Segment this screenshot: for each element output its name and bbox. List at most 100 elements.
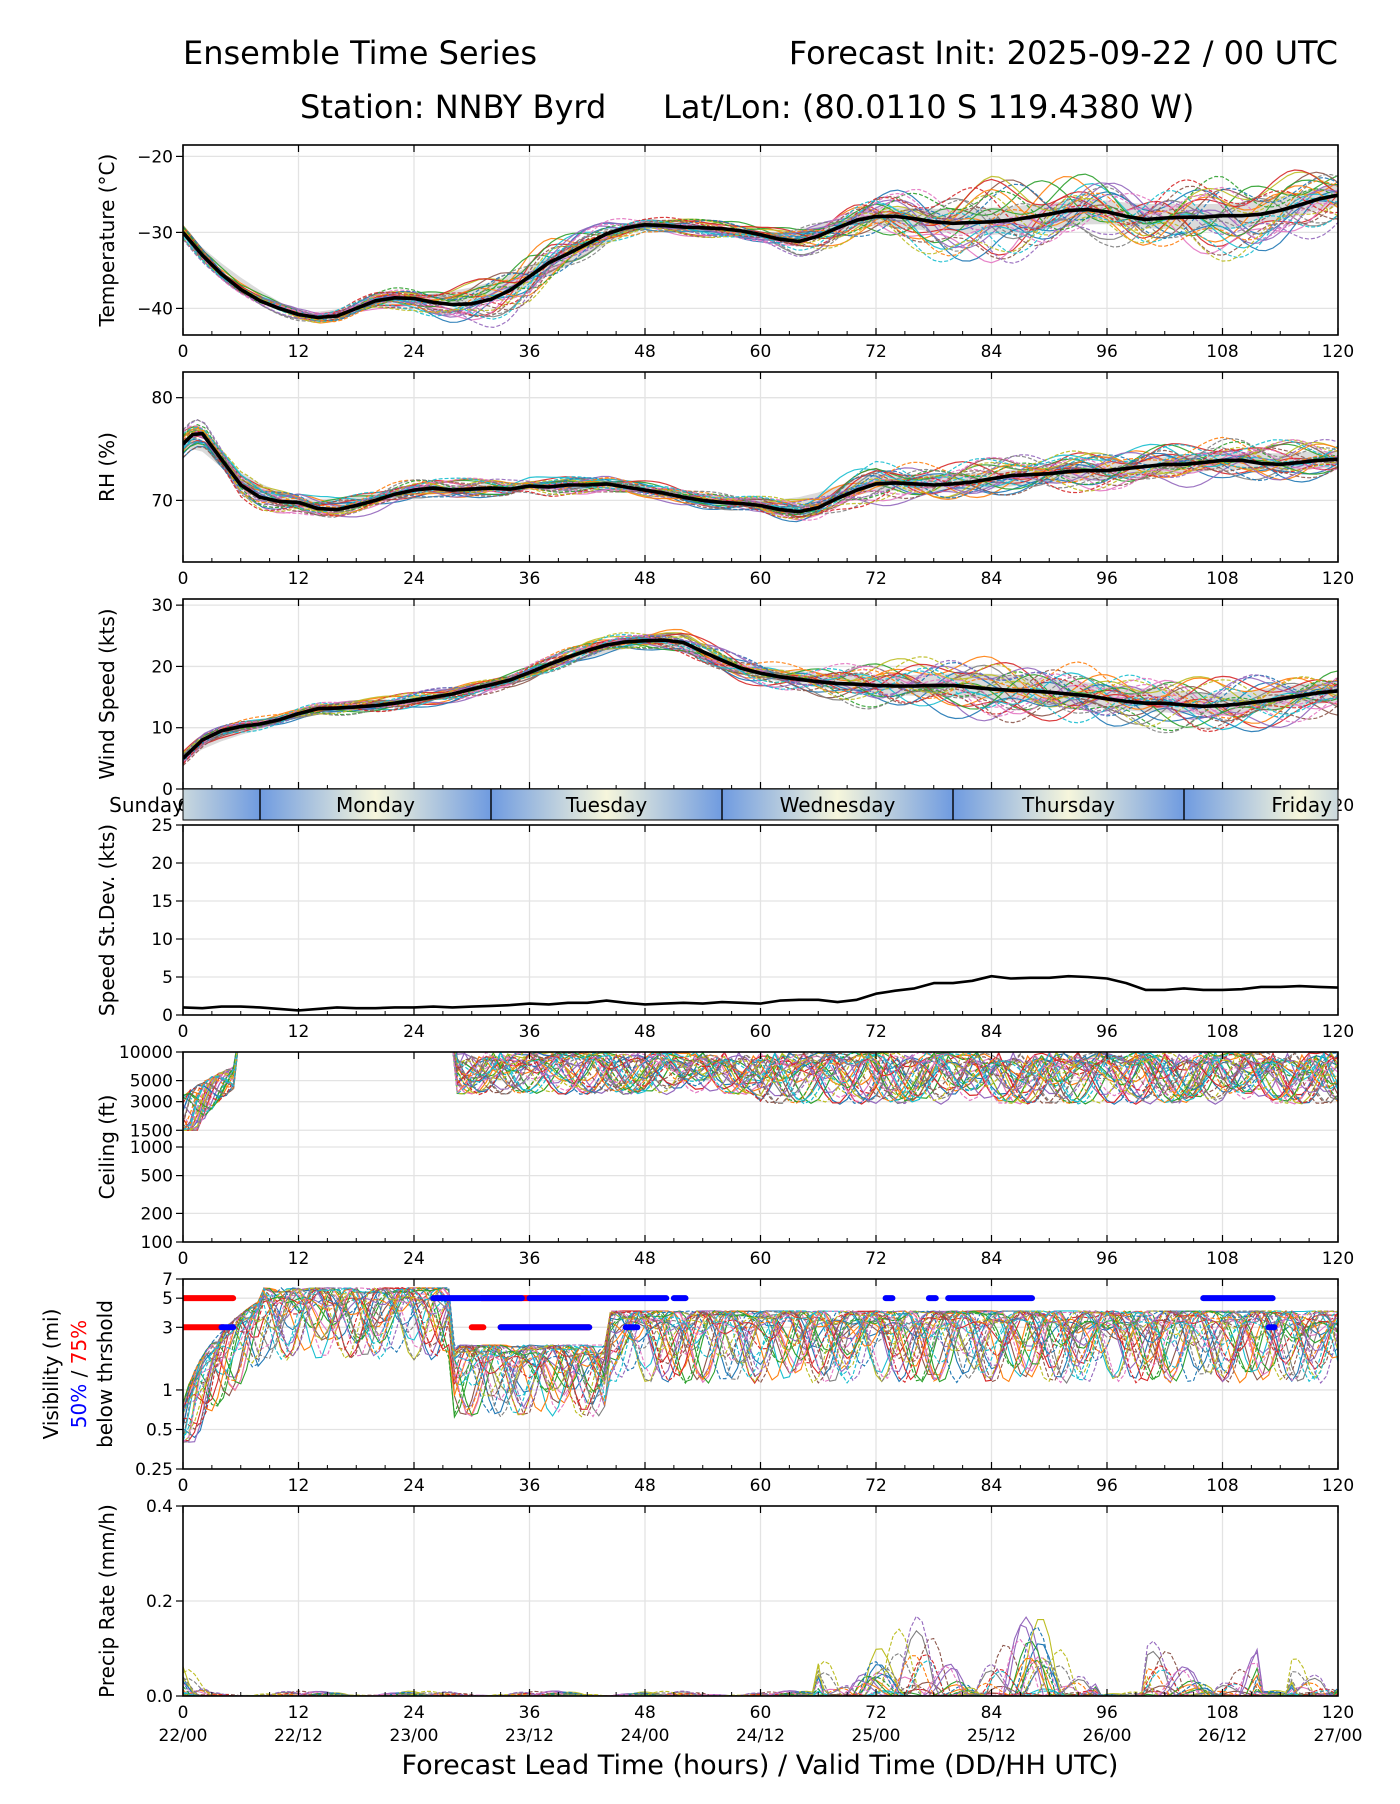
y-tick-label: 100 [141,1233,173,1253]
x-tick-label: 12 [288,1703,310,1723]
valid-time-label: 23/00 [390,1726,439,1746]
ensemble-mean-line [183,193,1338,320]
y-tick-label: 20 [151,854,173,874]
x-tick-label: 72 [865,342,887,362]
valid-time-label: 26/00 [1083,1726,1132,1746]
x-tick-label: 12 [288,1249,310,1269]
y-axis-label: Precip Rate (mm/h) [95,1504,119,1698]
day-segment [491,789,722,820]
x-tick-label: 12 [288,1476,310,1496]
plot-area-wind [183,599,1338,789]
y-axis-label: Wind Speed (kts) [95,608,119,779]
visibility-member-line [183,1287,1338,1419]
ensemble-member-line [183,189,1338,320]
x-tick-label: 48 [634,1022,656,1042]
valid-time-label: 25/00 [852,1726,901,1746]
latlon-label: Lat/Lon: (80.0110 S 119.4380 W) [663,88,1194,126]
day-band-frame [182,788,1339,821]
y-tick-label: 0.0 [146,1687,173,1707]
x-tick-label: 0 [178,1703,189,1723]
ceiling-member-line [183,1052,1338,1123]
y-axis-label: RH (%) [95,432,119,502]
visibility-member-line [183,1287,1338,1409]
x-tick-label: 0 [178,1476,189,1496]
ceiling-member-line [183,1052,1338,1131]
threshold-sub-label: below thrshold [93,1300,117,1448]
x-tick-label: 108 [1206,342,1238,362]
x-tick-label: 84 [981,1022,1003,1042]
day-segment [953,789,1184,820]
valid-time-label: 27/00 [1314,1726,1363,1746]
x-tick-label: 48 [634,1703,656,1723]
ceiling-member-line [183,1052,1338,1131]
ceiling-member-line [183,1052,1338,1131]
day-label-wednesday: Wednesday [780,793,896,817]
x-tick-label: 48 [634,1476,656,1496]
x-tick-label: 96 [1096,342,1118,362]
x-tick-label: 36 [519,1022,541,1042]
y-tick-label: 1 [162,1381,173,1401]
y-tick-label: 3 [162,1318,173,1338]
x-tick-label: 84 [981,1249,1003,1269]
y-tick-label: 0 [162,780,173,800]
x-tick-label: 96 [1096,1022,1118,1042]
x-tick-label: 84 [981,342,1003,362]
day-label-thursday: Thursday [1021,793,1115,817]
valid-time-label: 24/00 [621,1726,670,1746]
ceiling-member-line [183,1052,1338,1105]
ceiling-member-line [183,1052,1338,1131]
y-tick-label: 1000 [130,1138,173,1158]
y-tick-label: 80 [151,389,173,409]
y-axis-label: Ceiling (ft) [95,1095,119,1200]
y-tick-label: 3000 [130,1093,173,1113]
x-tick-label: 12 [288,1022,310,1042]
ceiling-member-line [183,1052,1338,1125]
threshold-50-label: 50% [67,1384,91,1428]
spread-band [183,184,1338,317]
y-tick-label: 5 [162,968,173,988]
plot-area-precip [183,1506,1338,1696]
valid-time-label: 25/12 [967,1726,1016,1746]
y-tick-label: 0.2 [146,1592,173,1612]
panel-temperature: 0 12 24 36 48 60 72 84 96 108 120 −40 −30 −20 Temperat… [95,144,1354,362]
ensemble-mean-line [183,638,1338,760]
x-tick-label: 48 [634,342,656,362]
x-tick-label: 60 [750,1703,772,1723]
x-tick-label: 36 [519,1249,541,1269]
plot-area-speed_stdev [183,825,1338,1015]
panel-rh: 0 12 24 36 48 60 72 84 96 108 120 70 80 RH (%) [95,371,1354,589]
x-tick-label: 24 [403,1476,425,1496]
x-tick-label: 48 [634,1249,656,1269]
ensemble-member-line [183,180,1338,323]
ensemble-member-line [183,179,1338,319]
x-tick-label: 12 [288,342,310,362]
x-tick-label: 36 [519,342,541,362]
x-tick-label: 0 [178,1022,189,1042]
y-axis-label: Temperature (°C) [95,154,119,328]
valid-time-label: 22/12 [274,1726,323,1746]
y-tick-label: 0.5 [146,1420,173,1440]
ceiling-member-line [183,1052,1338,1117]
x-tick-label: 0 [178,342,189,362]
x-tick-label: 0 [178,1249,189,1269]
valid-time-label: 23/12 [505,1726,554,1746]
x-tick-label: 60 [750,1476,772,1496]
ceiling-member-line [183,1052,1338,1131]
panel-precip: 0 22/00 12 22/12 24 23/00 36 23/12 48 24/00 60 24/1… [95,1497,1363,1746]
x-tick-label: 84 [981,1703,1003,1723]
title-left: Ensemble Time Series [183,34,537,72]
x-tick-label: 24 [403,1022,425,1042]
y-tick-label: 0.25 [135,1460,173,1480]
visibility-member-line [183,1287,1338,1441]
x-axis-label: Forecast Lead Time (hours) / Valid Time … [402,1750,1119,1781]
plot-area-ceiling [183,1052,1338,1242]
x-tick-label: 60 [750,1022,772,1042]
day-label-tuesday: Tuesday [565,793,648,817]
ensemble-member-line [183,169,1338,322]
visibility-member-line [183,1287,1338,1413]
x-tick-label: 96 [1096,1703,1118,1723]
x-tick-label: 72 [865,1022,887,1042]
ensemble-member-line [183,636,1338,767]
threshold-75-label: 75% [67,1320,91,1364]
